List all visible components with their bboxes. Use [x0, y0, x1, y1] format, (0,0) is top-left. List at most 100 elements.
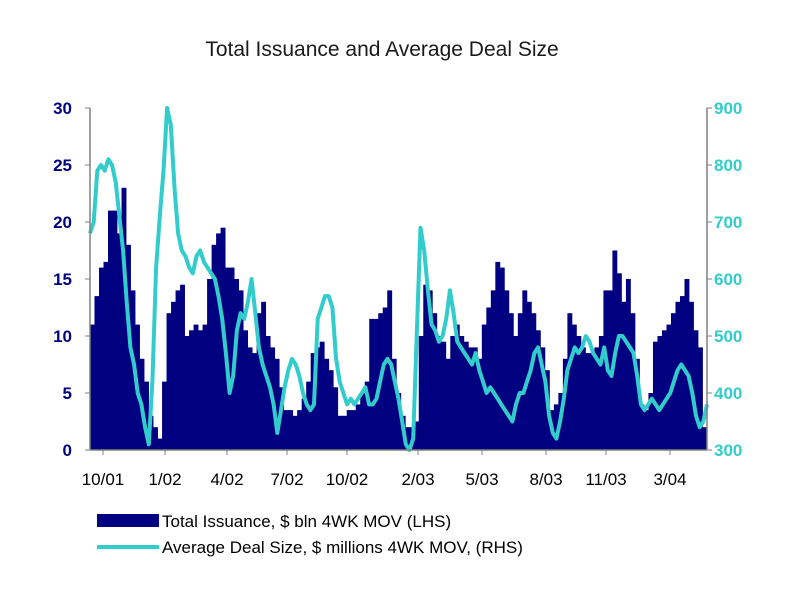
- issuance-bar: [535, 330, 541, 450]
- issuance-bar: [513, 336, 519, 450]
- issuance-bar: [333, 387, 339, 450]
- issuance-bar: [180, 284, 185, 450]
- issuance-bar: [517, 313, 523, 450]
- issuance-bar: [211, 244, 217, 450]
- left-tick-label: 30: [53, 99, 72, 118]
- issuance-bar: [369, 318, 375, 450]
- left-axis-ticks: 0 5 10 15 20 25 30: [53, 99, 90, 460]
- issuance-bar: [351, 410, 357, 450]
- legend-label-issuance: Total Issuance, $ bln 4WK MOV (LHS): [162, 512, 451, 531]
- x-tick-label: 3/04: [653, 470, 686, 489]
- issuance-bar: [337, 415, 343, 450]
- issuance-bar: [99, 267, 104, 450]
- issuance-bar: [373, 318, 379, 450]
- issuance-bar: [652, 341, 658, 450]
- issuance-bar: [207, 279, 212, 450]
- issuance-bar: [103, 261, 109, 450]
- left-tick-label: 10: [53, 327, 72, 346]
- issuance-bar: [454, 324, 460, 450]
- issuance-bar: [522, 290, 528, 450]
- issuance-bar: [495, 261, 501, 450]
- issuance-bar: [247, 347, 253, 450]
- right-tick-label: 300: [714, 441, 742, 460]
- issuance-bar: [486, 307, 492, 450]
- issuance-bar: [616, 273, 622, 450]
- issuance-bar: [364, 381, 370, 450]
- issuance-bar: [144, 381, 149, 450]
- issuance-bar: [540, 347, 546, 450]
- issuance-bar: [382, 307, 388, 450]
- issuance-bar: [157, 438, 163, 450]
- left-tick-label: 0: [63, 441, 72, 460]
- right-tick-label: 400: [714, 384, 742, 403]
- issuance-bar: [396, 393, 402, 450]
- issuance-bar: [580, 347, 586, 450]
- issuance-bar: [634, 358, 640, 450]
- issuance-bar: [499, 267, 505, 450]
- issuance-bar: [265, 336, 271, 450]
- issuance-bar: [562, 358, 568, 450]
- issuance-bar: [639, 404, 645, 450]
- issuance-bar: [355, 404, 361, 450]
- issuance-bar: [108, 210, 113, 450]
- issuance-bar: [418, 336, 424, 450]
- chart-title: Total Issuance and Average Deal Size: [205, 38, 558, 61]
- average-deal-size-line: [88, 106, 709, 452]
- left-tick-label: 5: [63, 384, 72, 403]
- x-tick-label: 11/03: [585, 470, 626, 489]
- x-tick-label: 7/02: [270, 470, 303, 489]
- issuance-bar: [184, 336, 190, 450]
- issuance-bar: [477, 358, 483, 450]
- issuance-bar: [679, 296, 685, 450]
- issuance-bar: [450, 336, 456, 450]
- issuance-bar: [423, 284, 429, 450]
- issuance-bar: [567, 313, 573, 450]
- issuance-bar: [576, 336, 582, 450]
- x-tick-label: 4/02: [210, 470, 243, 489]
- issuance-bar: [697, 347, 703, 450]
- issuance-bar: [661, 330, 667, 450]
- issuance-bar: [387, 290, 393, 450]
- issuance-bar: [508, 313, 514, 450]
- issuance-bar: [346, 410, 352, 450]
- issuance-bar: [472, 347, 478, 450]
- issuance-bar: [468, 347, 474, 450]
- issuance-bar: [490, 290, 496, 450]
- issuance-bar: [171, 301, 176, 450]
- issuance-bar: [427, 290, 433, 450]
- issuance-bar: [306, 381, 312, 450]
- right-tick-label: 900: [714, 99, 742, 118]
- issuance-bar: [589, 353, 595, 450]
- issuance-bar: [243, 330, 249, 450]
- issuance-bar: [585, 353, 591, 450]
- x-tick-label: 10/01: [82, 470, 125, 489]
- issuance-bar: [297, 410, 303, 450]
- issuance-bar: [630, 313, 636, 450]
- right-tick-label: 700: [714, 213, 742, 232]
- issuance-bar: [189, 330, 194, 450]
- left-tick-label: 20: [53, 213, 72, 232]
- legend-swatch-issuance: [97, 514, 159, 527]
- x-tick-label: 2/03: [401, 470, 434, 489]
- issuance-bar: [283, 410, 289, 450]
- issuance-bar: [531, 313, 537, 450]
- issuance-bar: [342, 415, 348, 450]
- issuance-bar: [261, 301, 267, 450]
- issuance-bar: [162, 381, 167, 450]
- issuance-bar: [684, 279, 690, 450]
- x-tick-label: 10/02: [326, 470, 369, 489]
- issuance-bar: [598, 336, 604, 450]
- issuance-bar: [193, 324, 199, 450]
- issuance-bar: [553, 404, 559, 450]
- right-axis-ticks: 300 400 500 600 700 800 900: [707, 99, 742, 460]
- issuance-bar: [94, 296, 100, 450]
- issuance-bar: [112, 210, 118, 450]
- issuance-bar: [324, 358, 330, 450]
- issuance-bar: [571, 324, 577, 450]
- issuance-bar: [648, 393, 654, 450]
- issuance-bar: [693, 330, 699, 450]
- issuance-bar: [166, 313, 172, 450]
- issuance-bar: [432, 313, 438, 450]
- issuance-bar: [504, 290, 510, 450]
- issuance-bar: [274, 358, 280, 450]
